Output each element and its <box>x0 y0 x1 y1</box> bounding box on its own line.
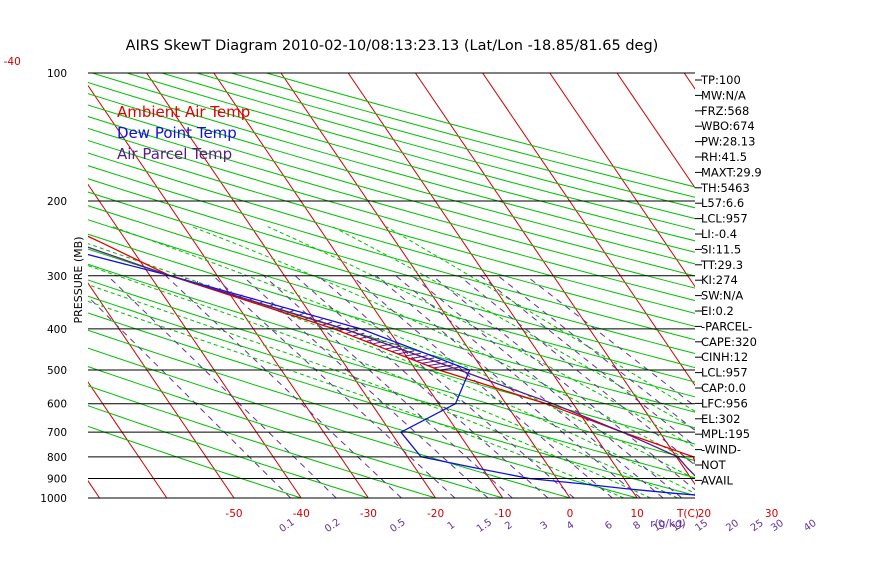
index-value: MAXT:29.9 <box>701 165 762 179</box>
index-value: NOT <box>701 458 727 472</box>
index-value: PW:28.13 <box>701 135 755 149</box>
index-value: LCL:957 <box>701 212 748 226</box>
index-value: RH:41.5 <box>701 150 747 164</box>
index-value: EL:302 <box>701 412 741 426</box>
legend-entry: Ambient Air Temp <box>117 103 250 121</box>
bottom-temp-tick-label: 30 <box>765 508 778 520</box>
bottom-temp-tick-label: 20 <box>698 508 711 520</box>
index-value: SW:N/A <box>701 289 743 303</box>
index-value: TT:29.3 <box>700 258 743 272</box>
index-value: CINH:12 <box>701 350 748 364</box>
index-value: SI:11.5 <box>701 242 741 256</box>
index-value: LFC:956 <box>701 396 748 410</box>
chart-title: AIRS SkewT Diagram 2010-02-10/08:13:23.1… <box>126 38 659 54</box>
legend-entry: Dew Point Temp <box>117 124 237 142</box>
index-value: LI:-0.4 <box>701 227 737 241</box>
index-value: CAPE:320 <box>701 335 757 349</box>
pressure-tick-label: 700 <box>47 427 67 439</box>
index-value: CAP:0.0 <box>701 381 746 395</box>
index-value: EI:0.2 <box>701 304 734 318</box>
bottom-temp-tick-label: -40 <box>293 508 310 520</box>
index-value: -PARCEL- <box>701 319 752 333</box>
pressure-tick-label: 800 <box>47 452 67 464</box>
pressure-tick-label: 300 <box>47 271 67 283</box>
index-value: -WIND- <box>701 443 741 457</box>
index-value: AVAIL <box>701 473 734 487</box>
pressure-tick-label: 100 <box>47 68 67 80</box>
bottom-temp-tick-label: -10 <box>494 508 511 520</box>
index-value: TP:100 <box>700 73 741 87</box>
pressure-tick-label: 400 <box>47 324 67 336</box>
bottom-temp-tick-label: 10 <box>631 508 644 520</box>
pressure-tick-label: 500 <box>47 365 67 377</box>
index-value: MW:N/A <box>701 88 746 102</box>
bottom-temp-tick-label: 0 <box>567 508 574 520</box>
index-value: FRZ:568 <box>701 104 749 118</box>
pressure-tick-label: 1000 <box>40 493 67 505</box>
index-value: KI:274 <box>701 273 738 287</box>
index-value: WBO:674 <box>701 119 755 133</box>
y-axis-label: PRESSURE (MB) <box>72 237 85 324</box>
pressure-tick-label: 900 <box>47 474 67 486</box>
legend-entry: Air Parcel Temp <box>117 145 232 163</box>
index-value: L57:6.6 <box>701 196 744 210</box>
index-value: MPL:195 <box>701 427 750 441</box>
pressure-tick-label: 600 <box>47 399 67 411</box>
bottom-temp-tick-label: -50 <box>225 508 242 520</box>
index-value: TH:5463 <box>700 181 750 195</box>
top-temp-tick-label: -40 <box>4 56 21 68</box>
index-value: LCL:957 <box>701 366 748 380</box>
bottom-temp-tick-label: -20 <box>427 508 444 520</box>
bottom-temp-tick-label: -30 <box>360 508 377 520</box>
pressure-tick-label: 200 <box>47 196 67 208</box>
